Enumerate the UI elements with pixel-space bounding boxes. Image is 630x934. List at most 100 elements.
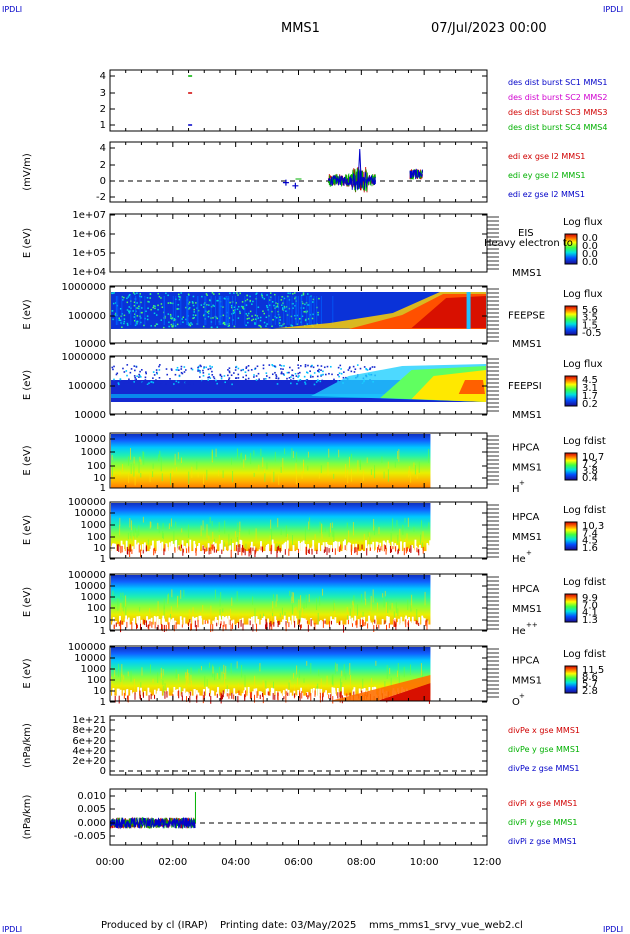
heatmap-fleck (285, 621, 287, 627)
heatmap-streak (274, 451, 276, 462)
heatmap-speckle (259, 316, 262, 319)
y-tick-label: 2 (100, 104, 106, 115)
heatmap-speckle (232, 309, 235, 312)
species-label: O (512, 697, 520, 708)
heatmap-region-orange (458, 380, 485, 394)
y-tick-label: 10 (93, 615, 106, 626)
heatmap-fleck (288, 622, 290, 628)
heatmap-speckle (233, 292, 235, 294)
heatmap-streak (224, 672, 226, 686)
heatmap-speckle (281, 304, 283, 306)
heatmap-streak (244, 674, 246, 687)
heatmap-fleck (174, 547, 176, 553)
heatmap-fleck (287, 692, 289, 696)
y-tick-label: 1e+04 (72, 267, 106, 278)
heatmap-fleck (223, 621, 225, 627)
heatmap-dot (169, 378, 171, 380)
heatmap-gap (267, 618, 270, 630)
heatmap-speckle (201, 295, 203, 298)
heatmap-gap (126, 689, 129, 701)
heatmap-gap (158, 540, 161, 558)
heatmap-speckle (302, 293, 305, 296)
heatmap-dot (263, 378, 265, 380)
heatmap-streak (386, 665, 388, 679)
heatmap-speckle (126, 322, 129, 325)
heatmap-dot (262, 367, 265, 370)
heatmap-speckle (209, 299, 212, 302)
heatmap-streak (223, 664, 225, 675)
heatmap-streak (292, 451, 294, 459)
heatmap-streak (297, 677, 299, 686)
heatmap-streak (149, 521, 151, 529)
heatmap-dot (183, 383, 185, 386)
heatmap-speckle (172, 325, 174, 328)
heatmap-streak (382, 593, 384, 598)
heatmap-fleck (265, 619, 267, 626)
heatmap-streak (320, 678, 322, 689)
heatmap-dot (139, 370, 141, 373)
heatmap-dot (306, 372, 309, 374)
heatmap-streak (387, 469, 389, 482)
heatmap-speckle (188, 301, 191, 303)
heatmap-dot (237, 367, 240, 370)
heatmap-streak (167, 593, 169, 604)
instrument-label: FEEPSE (508, 311, 545, 322)
heatmap-streak (278, 296, 280, 325)
y-tick-label: -2 (96, 192, 106, 203)
heatmap-speckle (249, 310, 252, 313)
colorbar-title: Log flux (563, 217, 603, 228)
heatmap-speckle (192, 295, 195, 298)
heatmap-fleck (163, 548, 165, 556)
heatmap-fleck (384, 620, 386, 624)
heatmap-dot (306, 371, 308, 374)
heatmap-speckle (260, 326, 262, 328)
corner-mark-top-right: IPDLI (603, 5, 624, 14)
y-tick-label: 100 (87, 532, 106, 543)
heatmap-streak (348, 530, 350, 543)
colorbar-title: Log flux (563, 289, 603, 300)
heatmap-streak (363, 533, 365, 547)
heatmap-streak (384, 681, 386, 688)
heatmap-dot (178, 369, 180, 371)
heatmap-dot (298, 375, 300, 377)
heatmap-fleck (255, 547, 257, 553)
heatmap-speckle (187, 308, 190, 310)
heatmap-fleck (392, 546, 394, 550)
heatmap-speckle (230, 304, 233, 307)
y-tick-label: 100000 (68, 570, 106, 581)
heatmap-streak (397, 670, 399, 678)
heatmap-speckle (123, 314, 126, 317)
heatmap-dot (197, 366, 199, 369)
heatmap-dot (175, 380, 178, 383)
heatmap-gap-band (111, 551, 431, 558)
heatmap-gap (353, 687, 356, 701)
heatmap-fleck (425, 620, 427, 627)
heatmap-streak (218, 470, 220, 477)
heatmap-gap (297, 689, 300, 701)
heatmap-streak (278, 474, 280, 486)
heatmap-dot (191, 368, 194, 371)
species-charge-label: ++ (526, 621, 538, 629)
heatmap-streak (231, 296, 233, 325)
heatmap-fleck (319, 695, 321, 703)
heatmap-streak (271, 469, 273, 483)
heatmap-speckle (268, 304, 271, 307)
heatmap-gap (318, 542, 320, 558)
heatmap-fleck (189, 691, 191, 696)
heatmap-speckle (256, 315, 258, 317)
heatmap-streak (300, 595, 302, 609)
heatmap-streak (212, 531, 214, 540)
heatmap-gap (408, 617, 410, 630)
heatmap-streak (346, 522, 348, 529)
heatmap-streak (162, 533, 164, 540)
heatmap-streak (211, 521, 213, 527)
heatmap-dot (320, 365, 323, 367)
heatmap-streak (329, 523, 331, 533)
heatmap-speckle (275, 302, 277, 304)
heatmap-dot (174, 373, 177, 376)
heatmap-fleck (356, 620, 358, 628)
legend-entry: divPi x gse MMS1 (508, 799, 577, 808)
colorbar (564, 665, 578, 694)
heatmap-dot (257, 372, 260, 375)
heatmap-fleck (416, 620, 418, 625)
